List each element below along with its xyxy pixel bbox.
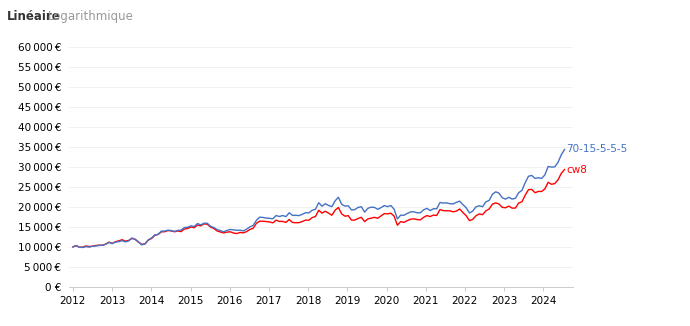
Text: Logarithmique: Logarithmique <box>48 10 134 23</box>
Text: 70-15-5-5-5: 70-15-5-5-5 <box>566 144 628 155</box>
Text: Linéaire: Linéaire <box>7 10 61 23</box>
Text: cw8: cw8 <box>566 165 587 174</box>
